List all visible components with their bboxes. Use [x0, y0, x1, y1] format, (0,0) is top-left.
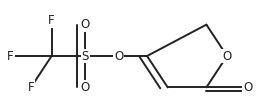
Text: F: F: [7, 50, 14, 62]
Text: O: O: [222, 50, 232, 62]
Text: O: O: [80, 18, 90, 31]
Text: S: S: [82, 50, 89, 62]
Text: F: F: [28, 81, 34, 94]
Text: O: O: [243, 81, 252, 94]
Text: O: O: [80, 81, 90, 94]
Text: F: F: [48, 14, 55, 27]
Text: O: O: [114, 50, 123, 62]
